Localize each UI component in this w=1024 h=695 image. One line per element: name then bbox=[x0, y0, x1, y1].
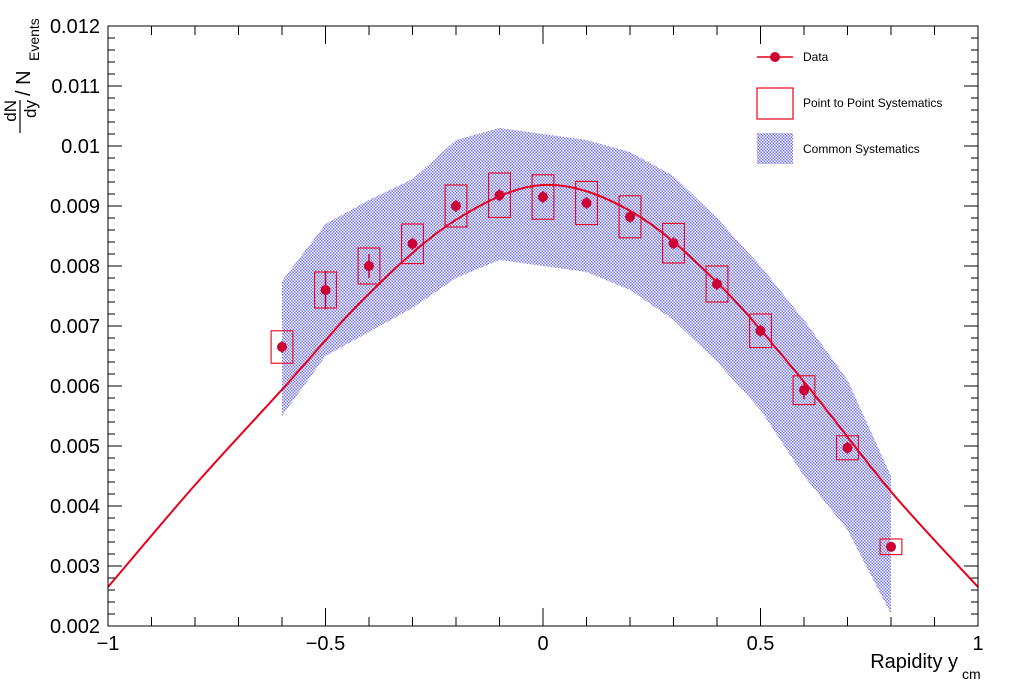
y-axis-title-numerator: dN bbox=[1, 100, 20, 122]
legend-p2p-label: Point to Point Systematics bbox=[803, 96, 942, 110]
data-point bbox=[625, 211, 635, 222]
legend-data-label: Data bbox=[803, 50, 829, 64]
p2p-systematic-box bbox=[662, 222, 685, 264]
p2p-systematic-box bbox=[270, 330, 294, 364]
y-tick-label: 0.007 bbox=[50, 316, 100, 338]
y-tick-label: 0.01 bbox=[61, 136, 100, 158]
data-point bbox=[712, 279, 722, 289]
p2p-systematic-box bbox=[879, 538, 903, 556]
plot-area bbox=[107, 128, 979, 614]
x-tick-label: 0.5 bbox=[747, 633, 775, 655]
y-tick-label: 0.009 bbox=[50, 196, 100, 218]
y-tick-label: 0.006 bbox=[50, 376, 100, 398]
data-point bbox=[320, 285, 331, 295]
p2p-systematic-box bbox=[531, 174, 555, 220]
data-point bbox=[538, 192, 548, 202]
x-tick-label: 0 bbox=[537, 633, 548, 655]
y-axis-title-denominator: dy bbox=[21, 100, 40, 118]
data-point bbox=[581, 198, 592, 208]
p2p-systematic-box bbox=[488, 172, 511, 218]
common-systematics-band bbox=[282, 128, 891, 614]
y-tick-label: 0.012 bbox=[50, 16, 100, 38]
p2p-systematic-box bbox=[357, 247, 381, 285]
x-tick-label: 1 bbox=[972, 633, 983, 655]
data-point bbox=[842, 442, 853, 453]
data-point bbox=[407, 238, 418, 249]
x-tick-label: −1 bbox=[97, 633, 120, 655]
p2p-systematic-box bbox=[749, 313, 772, 349]
x-axis-title: Rapidity y bbox=[870, 651, 958, 673]
legend-data-marker bbox=[770, 52, 780, 62]
p2p-systematic-box bbox=[444, 184, 468, 228]
data-point bbox=[451, 201, 461, 211]
data-point bbox=[799, 385, 809, 396]
y-tick-label: 0.005 bbox=[50, 436, 100, 458]
y-axis-title-subscript: Events bbox=[26, 18, 42, 61]
y-tick-label: 0.003 bbox=[50, 556, 100, 578]
y-axis-title: dN dy / N Events bbox=[1, 18, 42, 133]
x-tick-label: −0.5 bbox=[306, 633, 345, 655]
y-tick-label: 0.011 bbox=[51, 76, 100, 98]
p2p-systematic-box bbox=[705, 265, 729, 303]
legend-band-swatch bbox=[757, 133, 793, 164]
y-axis-title-rest: / N bbox=[13, 70, 35, 96]
data-point bbox=[277, 342, 287, 352]
data-point bbox=[364, 261, 374, 271]
legend-band-label: Common Systematics bbox=[803, 142, 920, 156]
data-point bbox=[494, 190, 505, 201]
y-tick-label: 0.002 bbox=[50, 616, 100, 638]
plot-frame bbox=[107, 25, 979, 627]
legend-p2p-box bbox=[756, 87, 794, 120]
x-axis-title-subscript: cm bbox=[962, 666, 981, 682]
p2p-systematic-box bbox=[792, 375, 816, 406]
axes: 0.002 0.003 0.004 0.005 0.006 0.007 0.008 0.009… bbox=[50, 16, 984, 655]
fit-curve bbox=[107, 183, 979, 588]
data-point bbox=[755, 325, 766, 336]
y-tick-label: 0.008 bbox=[50, 256, 100, 278]
data-point bbox=[668, 238, 679, 249]
y-tick-label: 0.004 bbox=[50, 496, 100, 518]
p2p-systematic-box bbox=[575, 180, 598, 226]
legend: Data Point to Point Systematics Common S… bbox=[756, 50, 942, 164]
data-point bbox=[886, 541, 896, 552]
